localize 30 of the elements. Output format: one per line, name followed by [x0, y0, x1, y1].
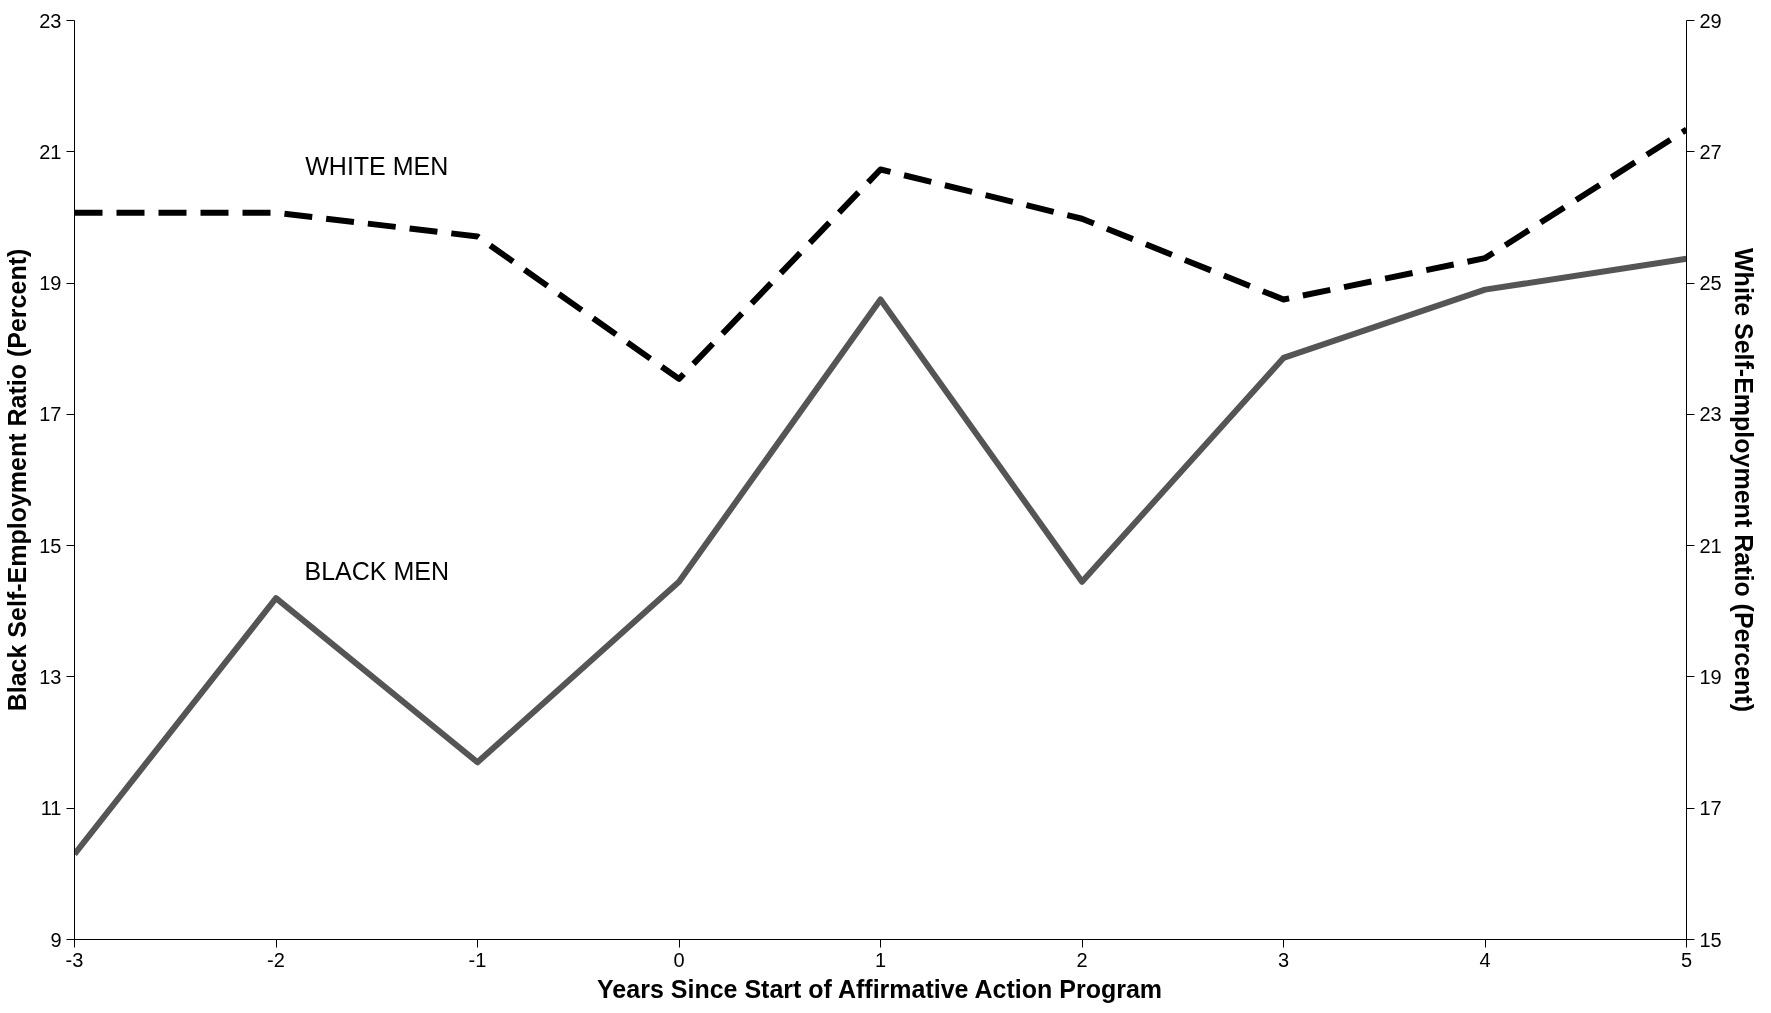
x-tick-label: 5 — [1680, 948, 1693, 971]
y-tick-label: 17 — [39, 403, 62, 426]
y2-tick-label: 15 — [1699, 928, 1722, 951]
x-axis-title: Years Since Start of Affirmative Action Program — [597, 974, 1163, 1003]
y2-tick-label: 19 — [1699, 665, 1722, 688]
y-tick-label: 13 — [39, 665, 62, 688]
y2-tick-label: 25 — [1699, 272, 1722, 295]
y2-tick-label: 23 — [1699, 403, 1722, 426]
x-tick-label: 0 — [673, 948, 685, 971]
series-label: BLACK MEN — [304, 557, 449, 586]
y2-axis-title: White Self-Employment Ratio (Percent) — [1729, 248, 1758, 712]
y-tick-label: 23 — [39, 9, 62, 32]
y-tick-label: 11 — [40, 797, 62, 820]
x-tick-label: -2 — [267, 948, 285, 971]
x-tick-label: -1 — [468, 948, 487, 971]
y-axis-title: Black Self-Employment Ratio (Percent) — [3, 248, 32, 712]
x-tick-label: 2 — [1076, 948, 1088, 971]
y-tick-label: 15 — [39, 534, 62, 557]
y2-tick-label: 21 — [1699, 534, 1722, 557]
x-tick-label: 1 — [874, 948, 887, 971]
series-label: WHITE MEN — [305, 151, 449, 180]
y-tick-label: 21 — [39, 140, 62, 163]
y2-tick-label: 29 — [1699, 9, 1722, 32]
y2-tick-label: 27 — [1699, 140, 1722, 163]
y-tick-label: 9 — [50, 928, 62, 951]
x-tick-label: 4 — [1479, 948, 1491, 971]
x-tick-label: 3 — [1277, 948, 1290, 971]
x-tick-label: -3 — [65, 948, 84, 971]
y-tick-label: 19 — [39, 272, 62, 295]
y2-tick-label: 17 — [1699, 797, 1722, 820]
